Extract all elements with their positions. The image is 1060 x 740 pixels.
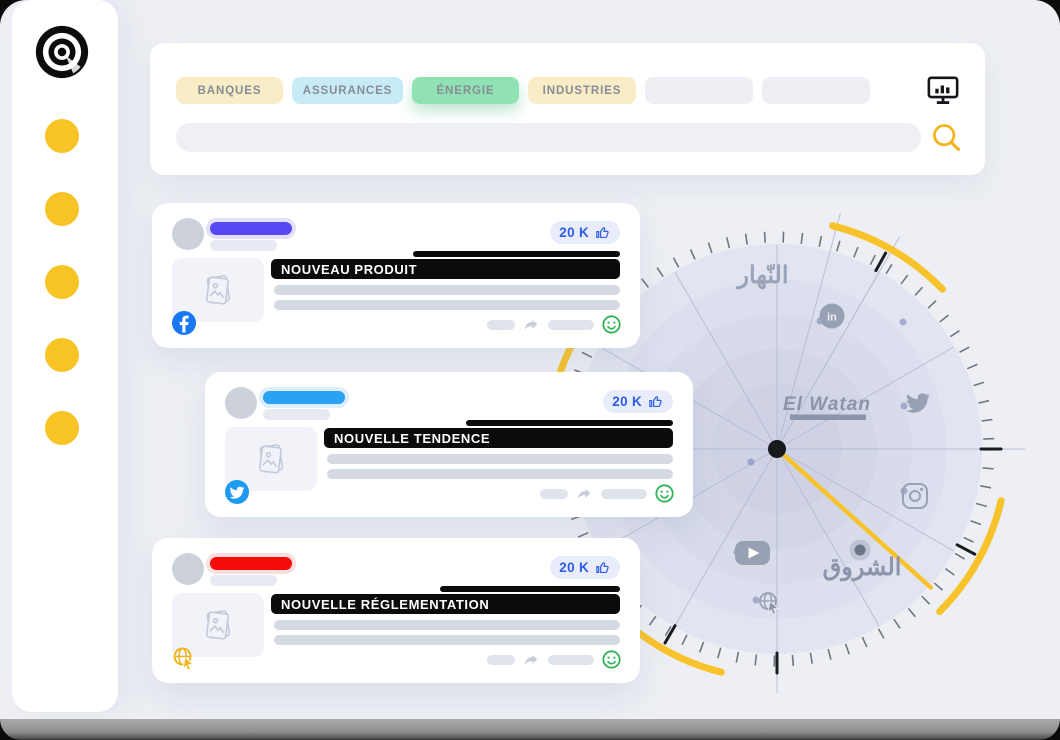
sidebar-nav-dot-3[interactable]	[45, 265, 79, 299]
thumbs-up-icon	[649, 396, 662, 408]
filter-chip-industries[interactable]: INDUSTRIES	[528, 77, 636, 104]
headline-banner: NOUVEAU PRODUIT	[271, 259, 620, 279]
web-globe-icon	[173, 647, 195, 670]
filter-chip-row: BANQUES ASSURANCES ÉNERGIE INDUSTRIES	[176, 77, 870, 104]
presentation-chart-icon[interactable]	[925, 72, 961, 108]
author-subtitle-placeholder	[210, 575, 277, 586]
bullseye-logo	[35, 25, 89, 79]
source-logo-echorouk: الشروق	[823, 554, 902, 582]
headline-banner: NOUVELLE TENDENCE	[324, 428, 673, 448]
window-bottom-bar	[0, 719, 1060, 740]
photo-stack-icon	[205, 275, 231, 305]
author-subtitle-placeholder	[263, 409, 330, 420]
action-placeholder	[540, 488, 568, 499]
post-card-facebook: 20 K NOUVEAU PRODUIT	[152, 203, 640, 348]
sidebar	[12, 0, 118, 712]
post-card-web: 20 K NOUVELLE RÉGLEMENTATION	[152, 538, 640, 683]
headline-strip	[413, 251, 620, 257]
radar-center-dot	[768, 440, 786, 458]
avatar	[225, 387, 257, 419]
filters-search-panel: BANQUES ASSURANCES ÉNERGIE INDUSTRIES	[150, 43, 985, 175]
search-input[interactable]	[176, 123, 921, 152]
post-actions	[487, 314, 622, 335]
filter-chip-assurances[interactable]: ASSURANCES	[292, 77, 403, 104]
action-placeholder	[487, 319, 515, 330]
post-actions	[487, 649, 622, 670]
headline-text: NOUVELLE RÉGLEMENTATION	[281, 596, 490, 612]
headline-text: NOUVELLE TENDENCE	[334, 430, 491, 446]
share-icon[interactable]	[522, 315, 541, 334]
filter-chip-banques[interactable]: BANQUES	[176, 77, 283, 104]
like-count: 20 K	[612, 394, 642, 409]
likes-badge[interactable]: 20 K	[550, 556, 620, 579]
photo-stack-icon	[205, 610, 231, 640]
main-canvas: in	[0, 0, 1060, 719]
media-radar-visualization: in	[548, 213, 1025, 693]
headline-strip	[466, 420, 673, 426]
text-placeholder-line	[274, 285, 620, 295]
action-placeholder	[601, 488, 647, 499]
smiley-reaction-icon[interactable]	[601, 649, 622, 670]
author-name-placeholder	[210, 222, 292, 235]
avatar	[172, 553, 204, 585]
svg-text:El Watan: El Watan	[783, 394, 871, 415]
linkedin-icon: in	[819, 303, 845, 329]
twitter-icon	[906, 393, 931, 413]
thumbs-up-icon	[596, 227, 609, 239]
bullseye-dot	[849, 539, 871, 561]
smiley-reaction-icon[interactable]	[654, 483, 675, 504]
sidebar-nav-dot-2[interactable]	[45, 192, 79, 226]
search-icon[interactable]	[929, 120, 963, 154]
action-placeholder	[487, 654, 515, 665]
post-card-twitter: 20 K NOUVELLE TENDENCE	[205, 372, 693, 517]
smiley-reaction-icon[interactable]	[601, 314, 622, 335]
filter-chip-empty-1[interactable]	[645, 77, 753, 104]
likes-badge[interactable]: 20 K	[550, 221, 620, 244]
headline-text: NOUVEAU PRODUIT	[281, 261, 418, 277]
filter-chip-energie[interactable]: ÉNERGIE	[412, 77, 519, 104]
facebook-icon	[172, 311, 196, 335]
headline-banner: NOUVELLE RÉGLEMENTATION	[271, 594, 620, 614]
sidebar-nav-dot-5[interactable]	[45, 411, 79, 445]
text-placeholder-line	[327, 454, 673, 464]
likes-badge[interactable]: 20 K	[603, 390, 673, 413]
text-placeholder-line	[274, 620, 620, 630]
thumbs-up-icon	[596, 562, 609, 574]
share-icon[interactable]	[522, 650, 541, 669]
like-count: 20 K	[559, 225, 589, 240]
source-logo-elwatan: El Watan	[783, 394, 871, 420]
share-icon[interactable]	[575, 484, 594, 503]
text-placeholder-line	[327, 469, 673, 479]
source-logo-ennahar: النّهار	[735, 262, 788, 290]
svg-text:in: in	[827, 312, 837, 324]
photo-stack-icon	[258, 444, 284, 474]
filter-chip-empty-2[interactable]	[762, 77, 870, 104]
post-image-placeholder	[225, 427, 317, 491]
youtube-icon	[735, 541, 770, 565]
post-image-placeholder	[172, 258, 264, 322]
author-name-placeholder	[210, 557, 292, 570]
avatar	[172, 218, 204, 250]
twitter-icon	[225, 480, 249, 504]
author-name-placeholder	[263, 391, 345, 404]
post-actions	[540, 483, 675, 504]
like-count: 20 K	[559, 560, 589, 575]
text-placeholder-line	[274, 300, 620, 310]
sidebar-nav-dot-1[interactable]	[45, 119, 79, 153]
radar-major-ticks	[663, 251, 1003, 675]
action-placeholder	[548, 319, 594, 330]
instagram-icon	[902, 483, 928, 509]
search-bar	[176, 123, 921, 152]
sidebar-nav-dot-4[interactable]	[45, 338, 79, 372]
headline-strip	[440, 586, 620, 592]
radar-hand	[774, 446, 934, 590]
post-image-placeholder	[172, 593, 264, 657]
text-placeholder-line	[274, 635, 620, 645]
web-globe-icon	[759, 592, 779, 615]
author-subtitle-placeholder	[210, 240, 277, 251]
action-placeholder	[548, 654, 594, 665]
